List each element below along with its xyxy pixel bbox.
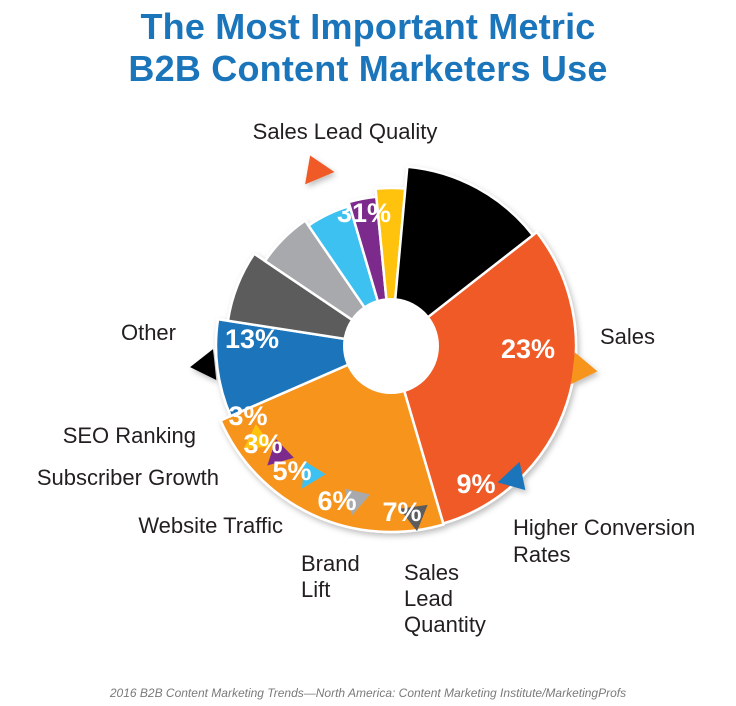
pointer-seo-ranking (243, 424, 272, 450)
category-label-line: Other (121, 320, 176, 345)
value-label-sales: 23% (501, 334, 555, 364)
category-label-line: Sales (600, 324, 655, 349)
pointer-higher-conversion-rates (497, 461, 526, 491)
category-label-line: Lead (404, 586, 453, 611)
category-label-website-traffic: Website Traffic (138, 513, 283, 538)
category-label-line: Lift (301, 577, 330, 602)
category-label-line: SEO Ranking (63, 423, 196, 448)
category-label-line: Sales Lead Quality (253, 119, 438, 144)
category-label-brand-lift: Brand Lift (301, 551, 360, 602)
category-label-sales: Sales (600, 324, 655, 349)
pointer-subscriber-growth (267, 439, 294, 466)
category-label-sales-lead-quality: Sales Lead Quality (253, 119, 438, 144)
pointer-sales-lead-quantity (399, 504, 428, 532)
value-label-brand-lift: 6% (317, 486, 356, 516)
chart-title-line-1: The Most Important Metric (140, 6, 596, 47)
pointer-sales (570, 352, 598, 385)
slices-group (190, 155, 598, 534)
category-label-line: Higher Conversion (513, 515, 695, 540)
value-label-other: 13% (225, 324, 279, 354)
pointer-brand-lift (344, 488, 371, 516)
category-label-higher-conversion-rates: Higher Conversion Rates (513, 515, 695, 567)
value-label-sales-lead-quality: 31% (337, 198, 391, 228)
chart-title: The Most Important Metric B2B Content Ma… (0, 6, 736, 90)
category-label-line: Subscriber Growth (37, 465, 219, 490)
value-label-website-traffic: 5% (272, 456, 311, 486)
value-label-seo-ranking: 3% (228, 401, 267, 431)
category-label-line: Sales (404, 560, 459, 585)
value-label-subscriber-growth: 3% (243, 429, 282, 459)
chart-title-line-2: B2B Content Marketers Use (128, 48, 608, 89)
category-label-line: Quantity (404, 612, 486, 637)
category-label-line: Rates (513, 542, 570, 567)
category-label-other: Other (121, 320, 176, 345)
value-label-sales-lead-quantity: 7% (382, 497, 421, 527)
category-label-subscriber-growth: Subscriber Growth (37, 465, 219, 490)
category-label-seo-ranking: SEO Ranking (63, 423, 196, 448)
category-label-line: Brand (301, 551, 360, 576)
pointer-sales-lead-quality (305, 155, 335, 185)
donut-hole (343, 298, 439, 394)
category-label-line: Website Traffic (138, 513, 283, 538)
pointer-other (190, 349, 217, 380)
pointer-website-traffic (301, 461, 326, 489)
source-note: 2016 B2B Content Marketing Trends—North … (109, 686, 627, 700)
value-label-higher-conversion-rates: 9% (456, 469, 495, 499)
category-label-sales-lead-quantity: Sales Lead Quantity (404, 560, 486, 637)
